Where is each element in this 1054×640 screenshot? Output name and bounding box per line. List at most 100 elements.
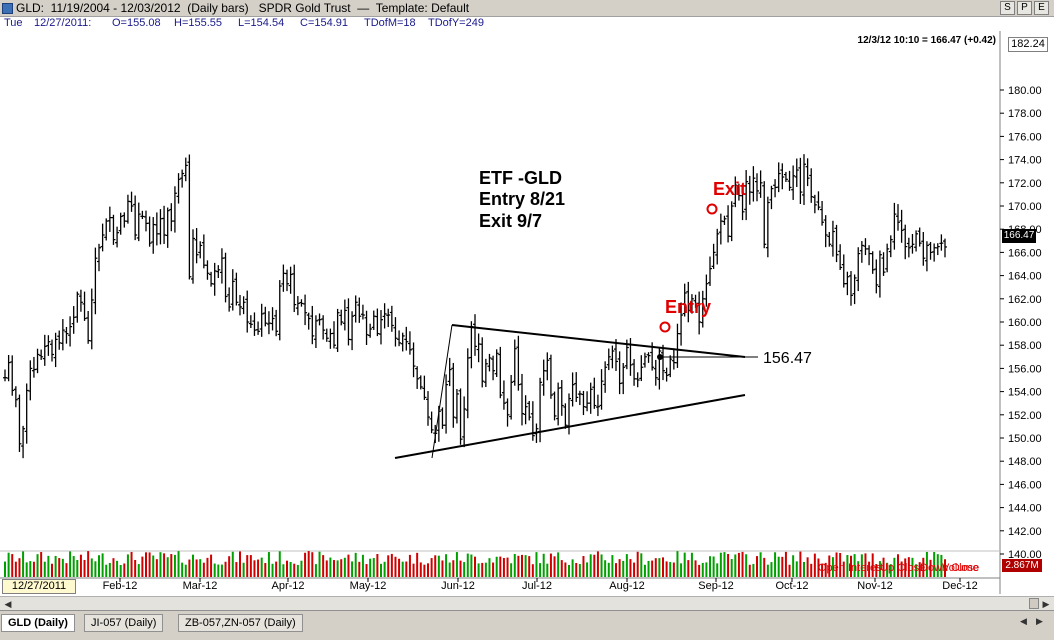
price-bar: [75, 291, 80, 323]
volume-bar: [260, 557, 263, 577]
volume-bar: [98, 555, 100, 577]
price-bar: [335, 308, 340, 352]
p-button[interactable]: P: [1017, 1, 1032, 15]
price-bar: [198, 241, 203, 259]
volume-bar: [680, 563, 683, 577]
volume-bar: [636, 551, 639, 577]
price-bar: [595, 394, 600, 417]
volume-bar: [662, 557, 664, 577]
volume-bar: [94, 561, 97, 577]
scroll-thumb[interactable]: [1029, 598, 1039, 609]
price-bar: [523, 395, 528, 425]
price-bar: [321, 315, 326, 340]
price-bar: [639, 355, 644, 382]
tab-scroll-left-icon[interactable]: ◀: [1020, 616, 1027, 626]
price-bar: [379, 310, 383, 345]
price-bar: [212, 262, 217, 296]
volume-bar: [459, 560, 462, 577]
price-bar: [498, 346, 503, 399]
price-bar: [371, 310, 376, 331]
volume-bar: [126, 554, 129, 577]
info-tdm: TDofM=18: [364, 17, 416, 29]
price-bar: [642, 352, 647, 368]
volume-bar: [343, 557, 346, 577]
price-bar: [718, 213, 723, 245]
tab-ji-057[interactable]: JI-057 (Daily): [84, 614, 164, 632]
tab-gld[interactable]: GLD (Daily): [1, 614, 75, 632]
price-bar: [469, 321, 474, 369]
volume-bar: [875, 564, 878, 577]
info-open: O=155.08: [112, 17, 161, 29]
y-tick-label: 146.00: [1008, 479, 1042, 491]
price-bar: [360, 304, 365, 320]
y-tick-label: 154.00: [1008, 387, 1042, 399]
volume-bar: [322, 555, 325, 577]
volume-bar: [712, 556, 715, 577]
price-bar: [729, 201, 734, 242]
tab-scroll-right-icon[interactable]: ▶: [1036, 616, 1043, 626]
volume-bar: [596, 551, 599, 577]
volume-bar: [817, 558, 820, 577]
volume-bar: [759, 552, 762, 577]
price-bar: [295, 296, 300, 316]
price-bar: [393, 317, 398, 347]
price-bar: [632, 359, 637, 386]
price-bar: [751, 166, 756, 202]
scroll-right-icon[interactable]: ▶: [1042, 599, 1050, 609]
volume-bar: [387, 555, 390, 577]
volume-bar: [101, 553, 104, 577]
e-button[interactable]: E: [1034, 1, 1049, 15]
price-bar: [491, 355, 496, 381]
price-bar: [3, 369, 7, 382]
price-bar: [501, 380, 506, 410]
price-bar: [426, 391, 430, 426]
chart-app-icon: [2, 3, 13, 14]
volume-bar: [915, 564, 918, 577]
price-bar: [505, 398, 510, 427]
x-tick-label: Nov-12: [857, 580, 892, 592]
volume-bar: [246, 555, 249, 577]
y-tick-label: 156.00: [1008, 363, 1042, 375]
y-tick-label: 176.00: [1008, 131, 1042, 143]
volume-bar: [358, 561, 361, 577]
price-bar: [129, 191, 134, 212]
volume-bar: [502, 557, 505, 577]
price-bar: [107, 206, 112, 232]
price-bar: [758, 170, 763, 198]
volume-bar: [159, 552, 162, 577]
price-bar: [863, 238, 868, 256]
price-bar: [245, 290, 250, 333]
price-bar: [82, 291, 87, 321]
horizontal-scrollbar[interactable]: ◀ ▶: [0, 596, 1054, 610]
volume-bar: [267, 552, 270, 577]
price-bar: [516, 335, 521, 391]
volume-bar: [430, 558, 433, 577]
price-bar: [176, 173, 181, 204]
price-bar: [68, 316, 73, 347]
price-bar: [885, 243, 890, 273]
volume-bar: [307, 551, 310, 577]
price-bar: [324, 328, 329, 342]
price-bar: [252, 312, 257, 336]
price-bar: [154, 212, 159, 246]
volume-bar: [79, 554, 82, 577]
volume-bar: [380, 563, 382, 577]
price-bar: [187, 154, 192, 280]
volume-bar: [228, 556, 231, 577]
price-bar: [852, 274, 857, 305]
x-tick-label: Jun-12: [441, 580, 475, 592]
price-bar: [567, 393, 571, 435]
price-bar: [856, 247, 861, 292]
tab-zb-zn[interactable]: ZB-057,ZN-057 (Daily): [178, 614, 303, 632]
volume-bar: [25, 562, 28, 577]
volume-bar: [365, 564, 368, 577]
volume-bar: [719, 552, 722, 577]
price-bar: [494, 349, 499, 378]
scroll-left-icon[interactable]: ◀: [4, 599, 12, 609]
price-bar: [924, 241, 929, 272]
price-bar: [158, 209, 163, 245]
s-button[interactable]: S: [1000, 1, 1015, 15]
volume-bar: [907, 557, 910, 577]
price-chart[interactable]: 12/3/12 10:10 = 166.47 (+0.42) 140.00 142…: [0, 31, 1054, 596]
price-bar: [740, 184, 745, 221]
